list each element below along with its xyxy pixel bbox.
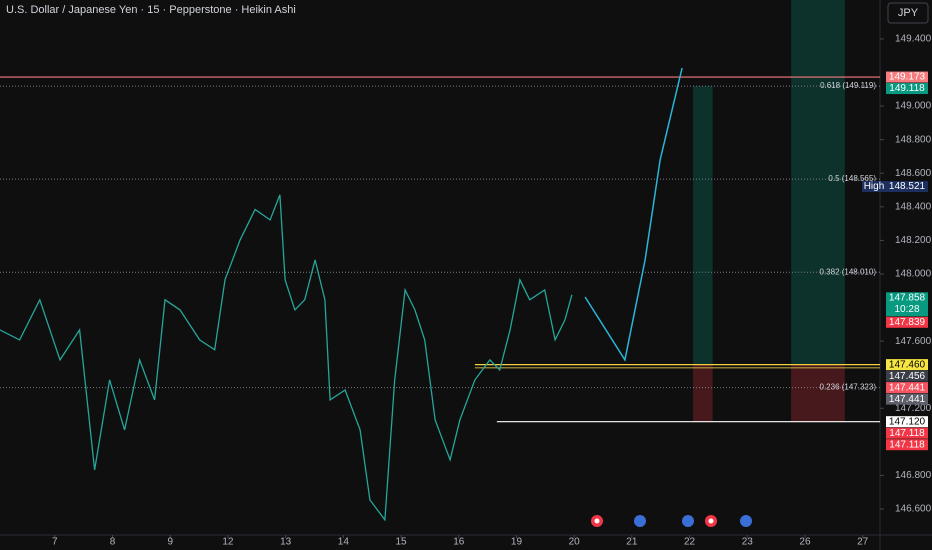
x-tick-label: 23 [742,537,754,548]
x-tick-label: 21 [626,537,638,548]
price-label-box [886,292,928,317]
price-label-box [886,316,928,328]
price-label-box [886,416,928,428]
fib-label: 0.236 (147.323) [820,383,877,392]
y-tick-label: 149.400 [895,34,932,45]
x-tick-label: 16 [453,537,465,548]
y-tick-label: 148.000 [895,269,932,280]
price-label: 147.118 [889,439,925,450]
price-label: 147.456 [889,371,926,382]
plot-area [0,0,880,522]
price-label: 147.858 [889,292,926,303]
price-label: 148.521 [889,181,926,192]
price-label: 147.441 [889,394,926,405]
price-label-time: 10:28 [894,304,919,315]
price-label-box [886,370,928,382]
stop-zone [791,364,845,422]
fib-label: 0.5 (148.565) [828,174,876,183]
price-label-box [886,382,928,394]
price-label: 147.441 [889,382,926,393]
x-tick-label: 26 [799,537,811,548]
price-label: 149.118 [889,83,925,94]
price-label: 147.120 [889,416,926,427]
price-label: 149.173 [889,72,926,83]
x-tick-label: 13 [280,537,292,548]
x-tick-label: 8 [110,537,116,548]
price-label-box [886,83,928,95]
x-tick-label: 12 [222,537,234,548]
x-tick-label: 22 [684,537,696,548]
x-tick-label: 27 [857,537,869,548]
y-tick-label: 148.600 [895,168,932,179]
projection-line [584,67,683,362]
x-tick-label: 9 [167,537,173,548]
price-label-box [886,427,928,439]
x-tick-label: 15 [395,537,407,548]
price-label-box [886,181,928,193]
price-label-tag: High [864,181,885,192]
x-tick-label: 19 [511,537,523,548]
currency[interactable]: JPY [898,7,919,19]
x-tick-label: 7 [52,537,58,548]
price-label: 147.118 [889,428,925,439]
price-line-series [0,194,573,522]
fib-label: 0.382 (148.010) [820,267,877,276]
y-tick-label: 147.200 [895,403,932,414]
y-tick-label: 146.600 [895,504,932,515]
target-zone [693,86,713,365]
y-tick-label: 146.800 [895,470,932,481]
y-tick-label: 148.800 [895,134,932,145]
y-tick-label: 148.400 [895,201,932,212]
price-label: 147.839 [889,317,926,328]
price-label-box [886,393,928,405]
price-label-tag-box [862,181,886,193]
y-tick-label: 149.000 [895,101,932,112]
x-tick-label: 14 [338,537,350,548]
y-tick-label: 147.600 [895,336,932,347]
x-tick-label: 20 [569,537,581,548]
y-tick-label: 148.200 [895,235,932,246]
fib-label: 0.618 (149.119) [820,81,876,90]
stop-zone [693,364,713,422]
price-label-box [886,71,928,83]
currency-button[interactable] [887,2,929,24]
chart-title: U.S. Dollar / Japanese Yen · 15 · Pepper… [6,4,296,16]
price-label: 147.460 [889,359,926,370]
event-icons [591,515,752,527]
target-zone [791,0,845,365]
price-label-box [886,359,928,371]
price-label-box [886,439,928,451]
